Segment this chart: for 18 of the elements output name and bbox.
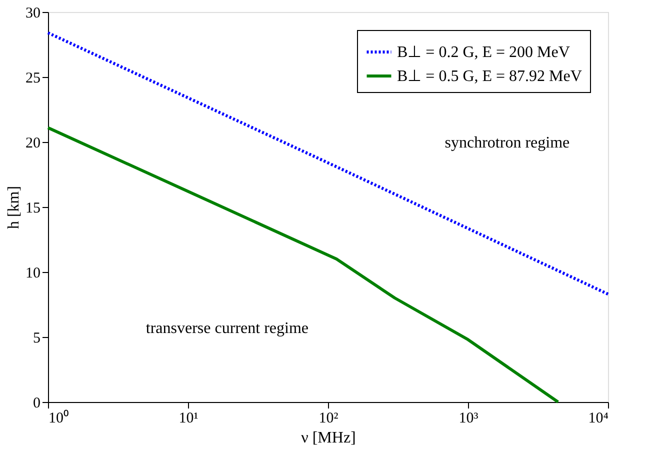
annotation: synchrotron regime [444,134,570,152]
x-tick-label: 10⁰ [48,410,68,426]
legend-label: B⊥ = 0.2 G, E = 200 MeV [397,44,570,61]
x-tick-label: 10⁴ [588,410,608,426]
y-axis-title: h [km] [6,186,22,230]
x-tick-label: 10² [318,410,339,426]
annotation: transverse current regime [146,320,308,337]
x-axis-title: ν [MHz] [301,430,356,446]
x-tick-label: 10¹ [178,410,198,426]
legend-label: B⊥ = 0.5 G, E = 87.92 MeV [397,68,582,85]
y-tick-label: 5 [33,330,40,346]
y-tick-label: 20 [26,136,40,152]
y-tick-label: 25 [26,70,40,86]
y-tick-label: 15 [26,200,40,216]
x-tick-label: 10³ [458,410,479,426]
y-tick-label: 0 [33,396,40,412]
y-tick-label: 10 [26,266,40,282]
y-tick-label: 30 [26,6,40,22]
